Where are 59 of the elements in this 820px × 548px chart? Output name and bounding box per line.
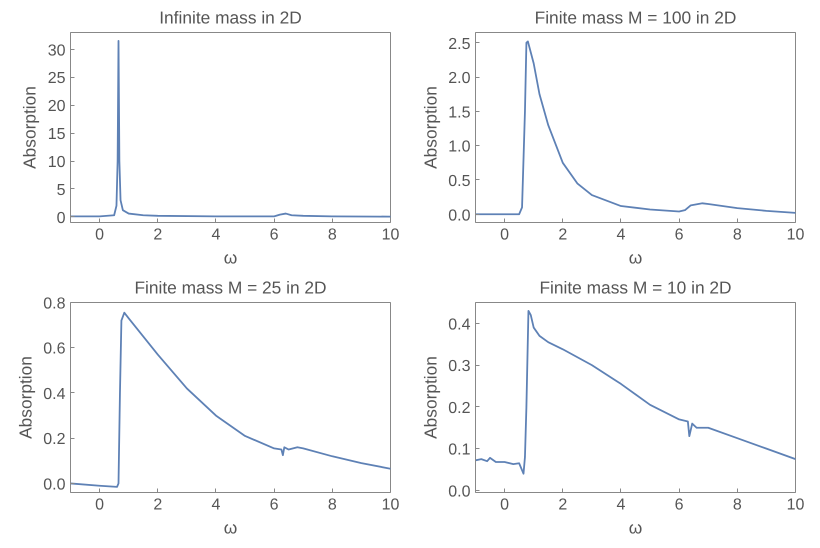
x-tick-label: 2 <box>558 496 568 514</box>
y-tick-label: 2.0 <box>448 70 471 88</box>
y-tick-label: 1.5 <box>448 104 471 122</box>
x-tick-label: 0 <box>95 226 104 244</box>
x-tick-label: 10 <box>382 226 400 244</box>
x-tick-label: 6 <box>270 496 279 514</box>
y-tick-label: 0.6 <box>43 340 66 358</box>
x-tick-label: 10 <box>382 496 400 514</box>
x-tick-label: 10 <box>786 496 804 514</box>
x-tick-label: 2 <box>558 226 568 244</box>
y-tick-label: 0.2 <box>448 400 471 417</box>
y-tick-label: 0.4 <box>448 316 471 334</box>
x-axis-title: ω <box>224 248 238 268</box>
y-tick-label: 5 <box>56 182 66 199</box>
y-tick-label: 25 <box>48 70 66 88</box>
x-axis-title: ω <box>224 518 238 538</box>
y-tick-label: 0.0 <box>43 476 66 494</box>
x-tick-label: 8 <box>732 226 742 244</box>
y-axis-title: Absorption <box>15 356 36 439</box>
chart-title: Finite mass M = 10 in 2D <box>539 278 732 298</box>
y-tick-label: 10 <box>48 154 66 172</box>
x-tick-label: 0 <box>500 226 510 244</box>
x-tick-label: 8 <box>732 496 742 514</box>
y-tick-label: 2.5 <box>448 36 471 53</box>
x-tick-label: 6 <box>674 226 684 244</box>
y-tick-label: 0.4 <box>43 386 66 403</box>
y-tick-label: 0 <box>56 210 66 227</box>
chart-title: Finite mass M = 100 in 2D <box>534 8 736 28</box>
y-tick-label: 0.1 <box>448 442 471 459</box>
x-tick-label: 4 <box>212 496 221 514</box>
y-tick-label: 1.0 <box>448 138 471 156</box>
x-axis-title: ω <box>628 248 642 268</box>
x-tick-label: 0 <box>500 496 510 514</box>
x-tick-label: 8 <box>328 496 337 514</box>
chart-title: Finite mass M = 25 in 2D <box>134 278 327 298</box>
chart-title: Infinite mass in 2D <box>159 8 302 28</box>
y-axis-title: Absorption <box>420 86 440 169</box>
x-tick-label: 2 <box>153 226 162 244</box>
x-tick-label: 4 <box>616 226 626 244</box>
x-tick-label: 10 <box>786 226 804 244</box>
y-axis-title: Absorption <box>20 86 40 169</box>
x-tick-label: 4 <box>212 226 221 244</box>
y-tick-label: 20 <box>48 98 66 116</box>
y-tick-label: 0.3 <box>448 358 471 376</box>
x-tick-label: 6 <box>674 496 684 514</box>
x-tick-label: 0 <box>95 496 104 514</box>
x-tick-label: 2 <box>153 496 162 514</box>
y-axis-title: Absorption <box>420 356 440 439</box>
y-tick-label: 0.8 <box>43 296 66 312</box>
y-tick-label: 30 <box>48 42 66 60</box>
y-tick-label: 0.0 <box>448 483 471 500</box>
x-tick-label: 4 <box>616 496 626 514</box>
x-tick-label: 8 <box>328 226 337 244</box>
y-tick-label: 0.2 <box>43 431 66 448</box>
y-tick-label: 15 <box>48 126 66 144</box>
x-axis-title: ω <box>628 518 642 538</box>
x-tick-label: 6 <box>270 226 279 244</box>
y-tick-label: 0.0 <box>448 207 471 224</box>
y-tick-label: 0.5 <box>448 172 471 190</box>
